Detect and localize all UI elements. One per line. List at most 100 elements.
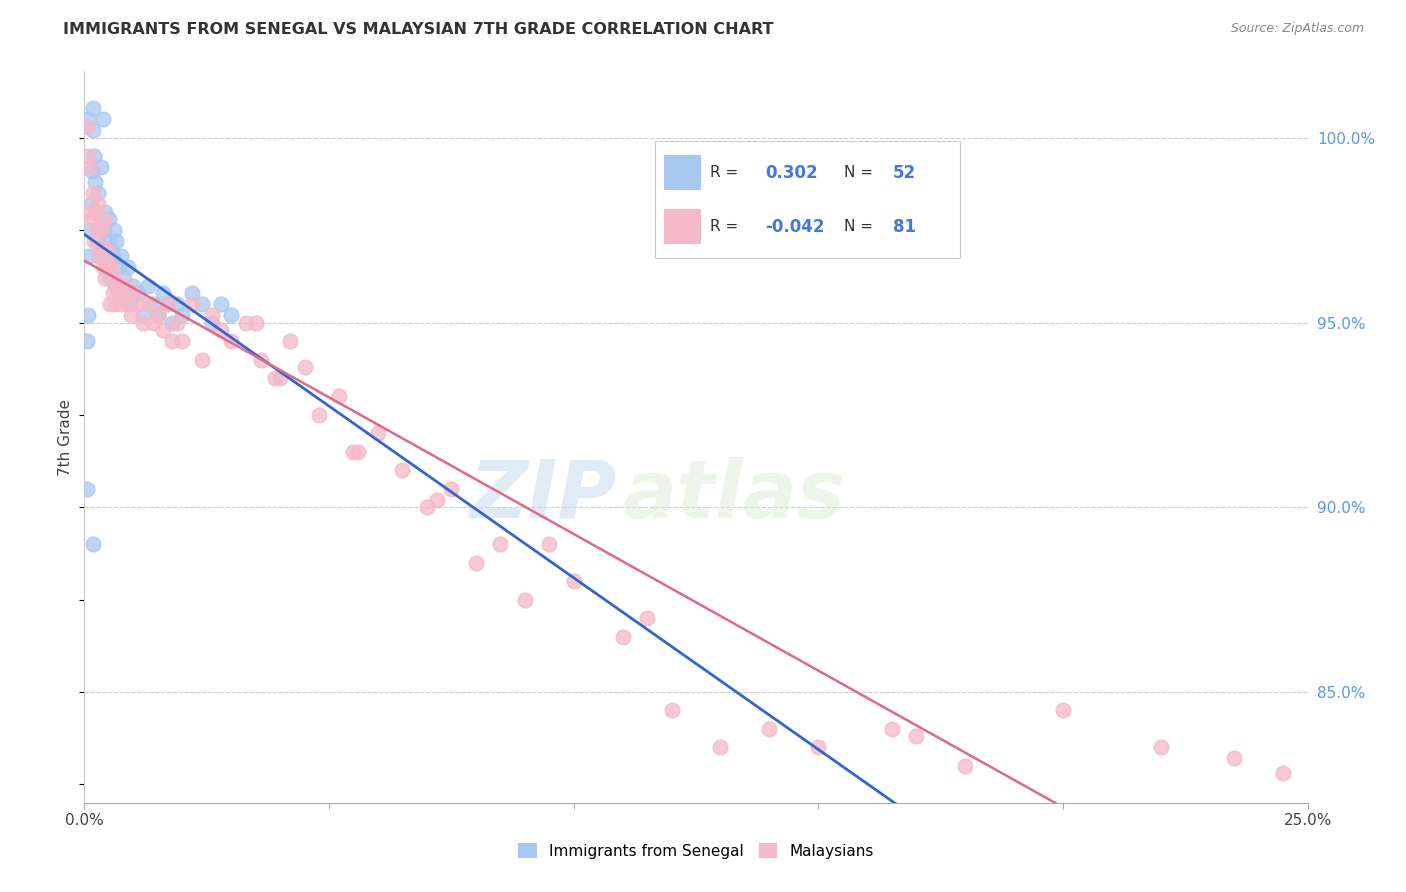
Point: [367, 426, 389, 441]
Point: [98, 271, 121, 285]
Point: [219, 334, 242, 348]
Point: [122, 285, 145, 300]
Point: [426, 492, 449, 507]
Point: [538, 537, 561, 551]
Point: [245, 316, 267, 330]
Point: [97, 235, 120, 249]
Point: [97, 249, 120, 263]
Text: N =: N =: [845, 165, 873, 180]
Point: [120, 308, 142, 322]
Point: [758, 722, 780, 736]
Point: [953, 759, 976, 773]
Point: [219, 308, 242, 322]
Point: [97, 212, 120, 227]
Point: [79, 161, 101, 175]
Point: [82, 537, 104, 551]
Point: [101, 285, 124, 300]
Point: [90, 242, 112, 256]
Point: [117, 297, 139, 311]
Point: [308, 408, 330, 422]
Point: [880, 722, 903, 736]
FancyBboxPatch shape: [665, 155, 702, 190]
Point: [80, 212, 103, 227]
Point: [136, 297, 159, 311]
Point: [110, 249, 132, 263]
Point: [96, 242, 118, 256]
Point: [249, 352, 271, 367]
Point: [83, 235, 105, 249]
Point: [328, 389, 350, 403]
Point: [172, 308, 194, 322]
Point: [112, 285, 135, 300]
Point: [416, 500, 439, 515]
Point: [87, 249, 110, 263]
Text: -0.042: -0.042: [765, 218, 824, 235]
Point: [127, 285, 149, 300]
Point: [104, 297, 127, 311]
Point: [86, 223, 108, 237]
Text: R =: R =: [710, 165, 738, 180]
Point: [89, 212, 111, 227]
Text: atlas: atlas: [623, 457, 845, 534]
Point: [82, 123, 104, 137]
Point: [93, 212, 115, 227]
Point: [132, 308, 155, 322]
Point: [77, 204, 100, 219]
Text: R =: R =: [710, 219, 738, 234]
Point: [80, 164, 103, 178]
Point: [103, 223, 125, 237]
Text: 52: 52: [893, 164, 917, 182]
Point: [82, 101, 104, 115]
Text: 0.302: 0.302: [765, 164, 818, 182]
Point: [146, 308, 169, 322]
FancyBboxPatch shape: [665, 209, 702, 244]
Point: [107, 260, 129, 274]
Point: [209, 323, 232, 337]
Point: [181, 297, 204, 311]
Point: [905, 729, 928, 743]
Point: [152, 323, 174, 337]
Point: [166, 316, 188, 330]
Point: [77, 149, 100, 163]
Point: [513, 592, 536, 607]
Point: [105, 278, 128, 293]
Point: [661, 703, 683, 717]
Point: [98, 297, 121, 311]
Point: [84, 204, 107, 219]
Point: [83, 149, 105, 163]
Point: [142, 297, 165, 311]
Point: [209, 297, 232, 311]
Point: [191, 352, 214, 367]
Point: [172, 334, 194, 348]
Point: [200, 316, 222, 330]
Point: [136, 278, 159, 293]
Point: [181, 285, 204, 300]
Point: [391, 463, 413, 477]
Point: [807, 740, 830, 755]
Point: [146, 308, 169, 322]
Point: [115, 278, 138, 293]
Point: [612, 630, 634, 644]
Point: [264, 371, 287, 385]
Point: [89, 223, 111, 237]
Text: 81: 81: [893, 218, 917, 235]
Point: [79, 223, 101, 237]
Point: [156, 297, 179, 311]
Point: [76, 120, 98, 134]
Point: [104, 278, 127, 293]
Point: [132, 316, 155, 330]
Point: [103, 271, 125, 285]
Point: [156, 297, 179, 311]
Point: [709, 740, 731, 755]
Point: [162, 316, 184, 330]
Point: [94, 204, 117, 219]
Point: [93, 223, 115, 237]
Point: [347, 445, 370, 459]
Point: [440, 482, 463, 496]
Point: [107, 285, 129, 300]
Point: [84, 175, 107, 189]
Point: [86, 186, 108, 201]
Point: [162, 334, 184, 348]
Point: [200, 308, 222, 322]
Point: [76, 334, 98, 348]
